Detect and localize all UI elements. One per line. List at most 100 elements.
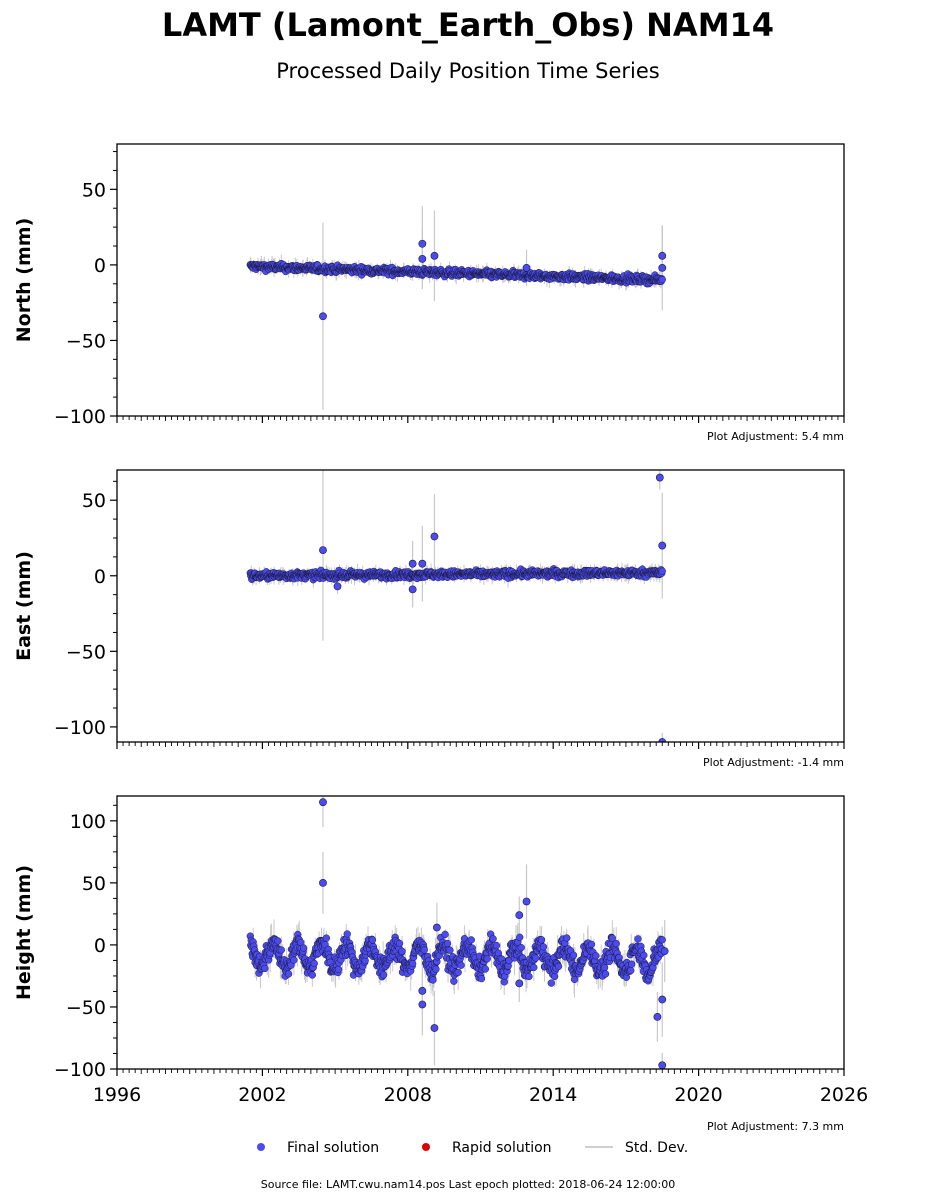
data-point xyxy=(408,959,417,968)
y-tick-label: −100 xyxy=(54,1059,106,1081)
data-point xyxy=(290,956,298,964)
y-tick-label: 0 xyxy=(94,566,106,588)
data-point xyxy=(539,943,548,951)
east-plot-adjustment: Plot Adjustment: -1.4 mm xyxy=(703,756,844,769)
y-tick-label: −50 xyxy=(66,641,106,663)
data-point xyxy=(530,963,538,972)
data-point xyxy=(299,944,308,952)
height-axes-frame xyxy=(116,795,845,1070)
data-point xyxy=(525,972,533,981)
height-final-solution-points xyxy=(246,798,669,1069)
data-point-outlier xyxy=(418,254,427,263)
data-point xyxy=(443,939,452,948)
data-point xyxy=(432,965,440,973)
data-point xyxy=(308,971,316,979)
data-point xyxy=(395,939,404,948)
y-tick-label: −100 xyxy=(54,717,106,739)
data-point xyxy=(516,933,524,941)
data-point xyxy=(429,976,437,984)
data-point-outlier xyxy=(653,1012,662,1021)
data-point xyxy=(489,935,497,943)
data-point xyxy=(379,971,388,979)
data-point-outlier xyxy=(418,239,427,248)
data-point-outlier xyxy=(658,251,667,260)
height-plot-area xyxy=(246,796,669,1069)
data-point xyxy=(658,567,666,575)
north-std-dev-bars xyxy=(249,205,663,410)
data-point xyxy=(284,970,293,978)
height-plot-adjustment: Plot Adjustment: 7.3 mm xyxy=(707,1120,844,1133)
data-point-outlier xyxy=(418,559,427,568)
data-point xyxy=(457,961,465,969)
data-point xyxy=(658,275,666,284)
data-point xyxy=(563,934,571,942)
data-point-outlier xyxy=(658,738,667,742)
data-point-outlier xyxy=(319,546,327,554)
x-tick-label: 2008 xyxy=(384,1084,432,1106)
y-tick-label: −50 xyxy=(66,330,106,352)
data-point xyxy=(483,955,491,963)
data-point-outlier xyxy=(408,559,417,568)
east-std-dev-bars xyxy=(250,470,663,742)
data-point xyxy=(368,936,377,944)
data-point-outlier xyxy=(430,1024,439,1032)
data-point xyxy=(322,934,331,942)
x-tick-label: 2020 xyxy=(674,1084,722,1106)
data-point xyxy=(446,946,454,954)
data-point xyxy=(640,951,648,959)
north-plot-adjustment: Plot Adjustment: 5.4 mm xyxy=(707,430,844,443)
data-point-outlier xyxy=(430,532,439,541)
data-point-outlier xyxy=(432,923,441,932)
data-point xyxy=(274,937,282,945)
north-final-solution-points xyxy=(246,239,667,321)
data-point xyxy=(492,941,501,950)
data-point xyxy=(587,940,596,949)
data-point xyxy=(554,962,563,971)
panel-height: −100 −50 0 50 100 1996 2002 2008 2014 2020 2026 Hei… xyxy=(13,795,868,1133)
data-point-outlier xyxy=(418,986,427,995)
data-point xyxy=(450,977,458,985)
data-point-outlier xyxy=(658,264,667,272)
data-point xyxy=(608,934,616,942)
data-point-outlier xyxy=(658,995,667,1004)
north-y-axis-label: North (mm) xyxy=(13,218,35,343)
y-tick-label: −50 xyxy=(66,997,106,1019)
data-point-outlier xyxy=(658,541,667,550)
data-point xyxy=(277,946,285,954)
data-point xyxy=(627,966,635,975)
data-point xyxy=(398,947,406,955)
y-tick-label: 50 xyxy=(82,490,106,512)
legend-stddev-label: Std. Dev. xyxy=(625,1140,688,1156)
data-point-outlier xyxy=(655,473,664,482)
data-point xyxy=(658,936,666,944)
data-point-outlier xyxy=(515,911,524,920)
data-point xyxy=(477,974,486,983)
data-point-outlier xyxy=(660,947,669,956)
data-point xyxy=(628,960,636,968)
y-tick-label: −100 xyxy=(54,406,106,428)
data-point xyxy=(537,936,546,944)
data-point xyxy=(454,968,462,977)
data-point xyxy=(600,963,609,972)
north-axes-frame xyxy=(116,143,845,417)
legend-rapid-marker xyxy=(422,1143,430,1151)
y-tick-label: 50 xyxy=(82,873,106,895)
x-tick-label: 1996 xyxy=(93,1084,141,1106)
data-point xyxy=(547,979,555,987)
data-point xyxy=(310,959,318,968)
data-point-outlier xyxy=(515,979,524,988)
data-point-outlier xyxy=(522,264,531,272)
legend-final-label: Final solution xyxy=(287,1140,379,1156)
north-plot-area xyxy=(246,205,667,410)
data-point-outlier xyxy=(430,251,439,260)
east-axes-frame xyxy=(116,469,845,743)
data-point xyxy=(517,943,525,952)
data-point xyxy=(634,935,642,943)
data-point-outlier xyxy=(333,582,342,591)
panel-east: −100 −50 0 50 East (mm) Plot Adjustment: -1.4… xyxy=(13,469,845,769)
y-tick-label: 0 xyxy=(94,255,106,277)
data-point xyxy=(334,965,343,973)
x-tick-label: 2014 xyxy=(529,1084,577,1106)
data-point xyxy=(467,936,475,944)
panel-north: −100 −50 0 50 North (mm) Plot Adjustment: 5.4… xyxy=(13,143,845,443)
